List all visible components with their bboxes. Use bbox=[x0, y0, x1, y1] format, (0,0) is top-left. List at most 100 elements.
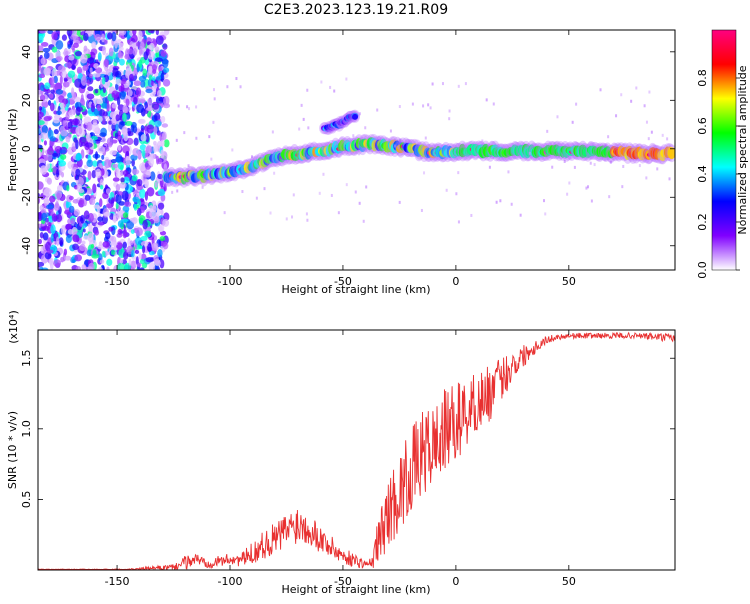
spectrogram-noise-blob bbox=[95, 168, 102, 179]
spectrogram-noise-blob bbox=[101, 76, 106, 85]
spectrogram-noise-blob bbox=[61, 34, 68, 41]
spectrogram-noise-blob bbox=[78, 198, 85, 206]
spectrogram-speck bbox=[546, 129, 549, 133]
spectrogram-noise-blob bbox=[116, 210, 121, 219]
spectrogram-noise-blob bbox=[133, 96, 138, 105]
spectrogram-noise-blob bbox=[39, 94, 46, 102]
spectrogram-noise-blob bbox=[72, 42, 79, 49]
spectrogram-noise-blob bbox=[87, 86, 94, 92]
spectrogram-speck bbox=[208, 135, 211, 139]
spectrogram-noise-blob bbox=[162, 43, 168, 50]
spectrogram-noise-blob bbox=[115, 123, 119, 133]
spectrogram-noise-blob bbox=[94, 89, 99, 94]
spectrogram-speck bbox=[239, 85, 242, 89]
spectrogram-speck bbox=[213, 97, 216, 101]
snr-y-ticks: 0.5 1.0 1.5 bbox=[20, 349, 675, 508]
spectrogram-speck bbox=[604, 144, 607, 148]
spectrogram-noise-blob bbox=[112, 67, 119, 77]
spectrogram-speck bbox=[604, 158, 607, 162]
spectrogram-noise-blob bbox=[69, 35, 76, 40]
spectrogram-speck bbox=[393, 144, 396, 148]
spectrogram-speck bbox=[427, 103, 430, 107]
spectrogram-noise-blob bbox=[50, 224, 56, 235]
spectrogram-speck bbox=[457, 171, 460, 175]
spectrogram-noise-blob bbox=[163, 212, 170, 222]
snr-x-label: Height of straight line (km) bbox=[281, 583, 430, 596]
spectrogram-noise-blob bbox=[39, 165, 48, 175]
spectrogram-noise-blob bbox=[141, 149, 146, 158]
spectrogram-noise-blob bbox=[144, 230, 152, 238]
spectrogram-noise-blob bbox=[68, 109, 74, 117]
spectrogram-speck bbox=[519, 213, 522, 217]
spectrogram-noise-blob bbox=[155, 75, 162, 81]
spectrogram-speck bbox=[638, 164, 641, 168]
spectrogram-noise-blob bbox=[39, 266, 44, 270]
spectrogram-noise-blob bbox=[59, 149, 67, 154]
spectrogram-noise-blob bbox=[92, 183, 97, 194]
spectrogram-speck bbox=[448, 117, 451, 121]
spectrogram-noise-blob bbox=[98, 266, 103, 270]
spectrogram-speck bbox=[590, 199, 593, 203]
spectrogram-noise-blob bbox=[104, 39, 108, 45]
spectrogram-noise-blob bbox=[79, 136, 87, 144]
spectrogram-noise-blob bbox=[109, 241, 118, 247]
spectrogram-noise-blob bbox=[97, 52, 102, 62]
spectrogram-noise-blob bbox=[102, 87, 106, 94]
spectrogram-noise-blob bbox=[63, 77, 68, 83]
spectrogram-x-tick-label: 0 bbox=[452, 275, 459, 288]
spectrogram-speck bbox=[668, 177, 671, 181]
spectrogram-noise-blob bbox=[68, 205, 75, 213]
spectrogram-speck bbox=[645, 176, 648, 180]
spectrogram-noise-blob bbox=[74, 101, 82, 110]
spectrogram-noise-blob bbox=[122, 228, 128, 239]
spectrogram-noise-blob bbox=[67, 92, 73, 99]
spectrogram-speck bbox=[251, 155, 254, 159]
spectrogram-noise-blob bbox=[41, 212, 47, 222]
spectrogram-noise-blob bbox=[115, 193, 122, 204]
spectrogram-noise-blob bbox=[162, 79, 171, 87]
spectrogram-speck bbox=[352, 134, 355, 138]
spectrogram-noise-blob bbox=[91, 41, 97, 49]
spectrogram-noise-blob bbox=[40, 66, 45, 76]
spectrogram-noise-blob bbox=[132, 196, 140, 203]
spectrogram-noise-blob bbox=[50, 233, 54, 243]
spectrogram-x-tick-label: 50 bbox=[562, 275, 576, 288]
spectrogram-y-label: Frequency (Hz) bbox=[6, 109, 19, 192]
spectrogram-noise-blob bbox=[55, 97, 59, 104]
spectrogram-noise-blob bbox=[148, 74, 153, 81]
spectrogram-noise-blob bbox=[83, 32, 89, 42]
spectrogram-noise-blob bbox=[143, 51, 149, 61]
spectrogram-speck bbox=[568, 181, 571, 185]
spectrogram-noise-blob bbox=[154, 181, 158, 188]
spectrogram-noise-blob bbox=[157, 173, 163, 180]
spectrogram-y-ticks: -40 -20 0 20 40 bbox=[20, 45, 675, 255]
spectrogram-noise-blob bbox=[97, 116, 103, 123]
spectrogram-noise-blob bbox=[153, 242, 159, 249]
spectrogram-noise-blob bbox=[60, 256, 65, 263]
spectrogram-noise-blob bbox=[153, 144, 157, 153]
spectrogram-noise-blob bbox=[147, 30, 155, 34]
spectrogram-noise-blob bbox=[66, 184, 70, 192]
spectrogram-speck bbox=[587, 185, 590, 189]
spectrogram-noise-blob bbox=[70, 217, 76, 225]
spectrogram-noise-blob bbox=[71, 64, 76, 70]
colorbar: 0.0 0.2 0.4 0.6 0.8 Normalized spectral ampl… bbox=[696, 29, 749, 279]
spectrogram-noise-blob bbox=[157, 90, 162, 98]
spectrogram-noise-blob bbox=[96, 104, 101, 112]
spectrogram-noise-blob bbox=[108, 47, 114, 57]
spectrogram-noise-blob bbox=[93, 229, 100, 236]
spectrogram-noise-blob bbox=[140, 240, 149, 247]
spectrogram-speck bbox=[397, 145, 400, 149]
spectrogram-noise-blob bbox=[86, 159, 94, 168]
spectrogram-noise-blob bbox=[92, 249, 97, 257]
spectrogram-noise-blob bbox=[120, 164, 124, 171]
spectrogram-noise-blob bbox=[61, 224, 66, 235]
spectrogram-speck bbox=[186, 183, 189, 187]
spectrogram-noise-blob bbox=[81, 264, 87, 270]
spectrogram-noise-blob bbox=[163, 30, 168, 37]
spectrogram-noise-blob bbox=[46, 177, 52, 185]
spectrogram-speck bbox=[661, 133, 664, 137]
spectrogram-noise-blob bbox=[53, 129, 59, 135]
spectrogram-noise-blob bbox=[149, 209, 157, 219]
spectrogram-speck bbox=[423, 171, 426, 175]
